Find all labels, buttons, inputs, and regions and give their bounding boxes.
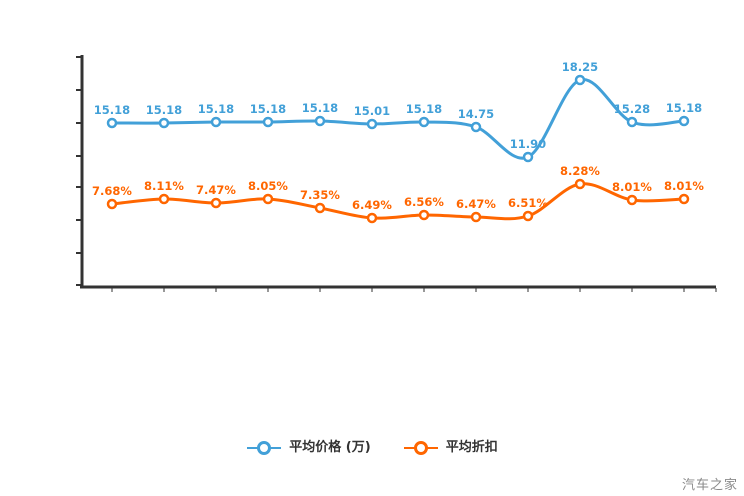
legend-label-avg-price: 平均价格 (万)	[289, 440, 371, 455]
data-point-label: 15.01	[354, 104, 390, 118]
data-point-label: 6.47%	[456, 197, 496, 211]
data-point-marker	[106, 117, 118, 129]
data-point-marker	[626, 116, 638, 128]
data-point-label: 15.18	[250, 102, 286, 116]
data-point-label: 15.18	[666, 101, 702, 115]
data-point-label: 11.90	[510, 137, 546, 151]
data-point-label: 8.28%	[560, 164, 600, 178]
legend-item-avg-discount[interactable]: 平均折扣	[403, 440, 498, 456]
series-line	[110, 78, 686, 160]
data-point-marker	[366, 212, 378, 224]
data-point-marker	[470, 211, 482, 223]
data-point-marker	[158, 193, 170, 205]
data-point-marker	[574, 74, 586, 86]
data-point-marker	[314, 202, 326, 214]
data-point-label: 6.49%	[352, 198, 392, 212]
data-point-label: 7.35%	[300, 188, 340, 202]
data-point-label: 6.51%	[508, 196, 548, 210]
data-point-marker	[366, 118, 378, 130]
data-point-marker	[418, 116, 430, 128]
chart-legend: 平均价格 (万) 平均折扣	[0, 440, 744, 456]
data-point-marker	[314, 115, 326, 127]
data-point-label: 15.18	[146, 103, 182, 117]
data-point-label: 7.68%	[92, 184, 132, 198]
autohome-watermark: 汽车之家	[681, 478, 738, 493]
line-marker-icon	[403, 441, 438, 455]
data-point-marker	[210, 116, 222, 128]
data-point-label: 15.18	[198, 102, 234, 116]
series-avg-price: 15.18 15.18 15.18 15.18 15.18 15.01 15.18 14.75…	[94, 60, 702, 163]
data-point-marker	[470, 121, 482, 133]
data-point-marker	[678, 115, 690, 127]
data-point-label: 15.18	[406, 102, 442, 116]
data-point-marker	[106, 198, 118, 210]
data-point-label: 15.18	[94, 103, 130, 117]
data-point-label: 6.56%	[404, 195, 444, 209]
data-point-marker	[210, 197, 222, 209]
data-point-marker	[678, 193, 690, 205]
data-point-label: 8.11%	[144, 179, 184, 193]
data-point-marker	[158, 117, 170, 129]
legend-label-avg-discount: 平均折扣	[445, 440, 498, 455]
data-point-label: 15.28	[614, 102, 650, 116]
data-point-label: 8.05%	[248, 179, 288, 193]
line-marker-icon	[247, 441, 282, 455]
series-avg-discount: 7.68% 8.11% 7.47% 8.05% 7.35% 6.49% 6.56% 6.47%…	[92, 164, 704, 224]
data-point-marker	[262, 116, 274, 128]
data-point-marker	[522, 151, 534, 163]
data-point-marker	[262, 193, 274, 205]
data-point-marker	[418, 209, 430, 221]
data-point-marker	[522, 210, 534, 222]
data-point-label: 15.18	[302, 101, 338, 115]
data-point-label: 8.01%	[664, 179, 704, 193]
data-point-label: 14.75	[458, 107, 494, 121]
data-point-label: 8.01%	[612, 180, 652, 194]
legend-item-avg-price[interactable]: 平均价格 (万)	[246, 440, 371, 456]
data-point-marker	[574, 178, 586, 190]
data-point-label: 7.47%	[196, 183, 236, 197]
data-point-label: 18.25	[562, 60, 598, 74]
data-point-marker	[626, 194, 638, 206]
